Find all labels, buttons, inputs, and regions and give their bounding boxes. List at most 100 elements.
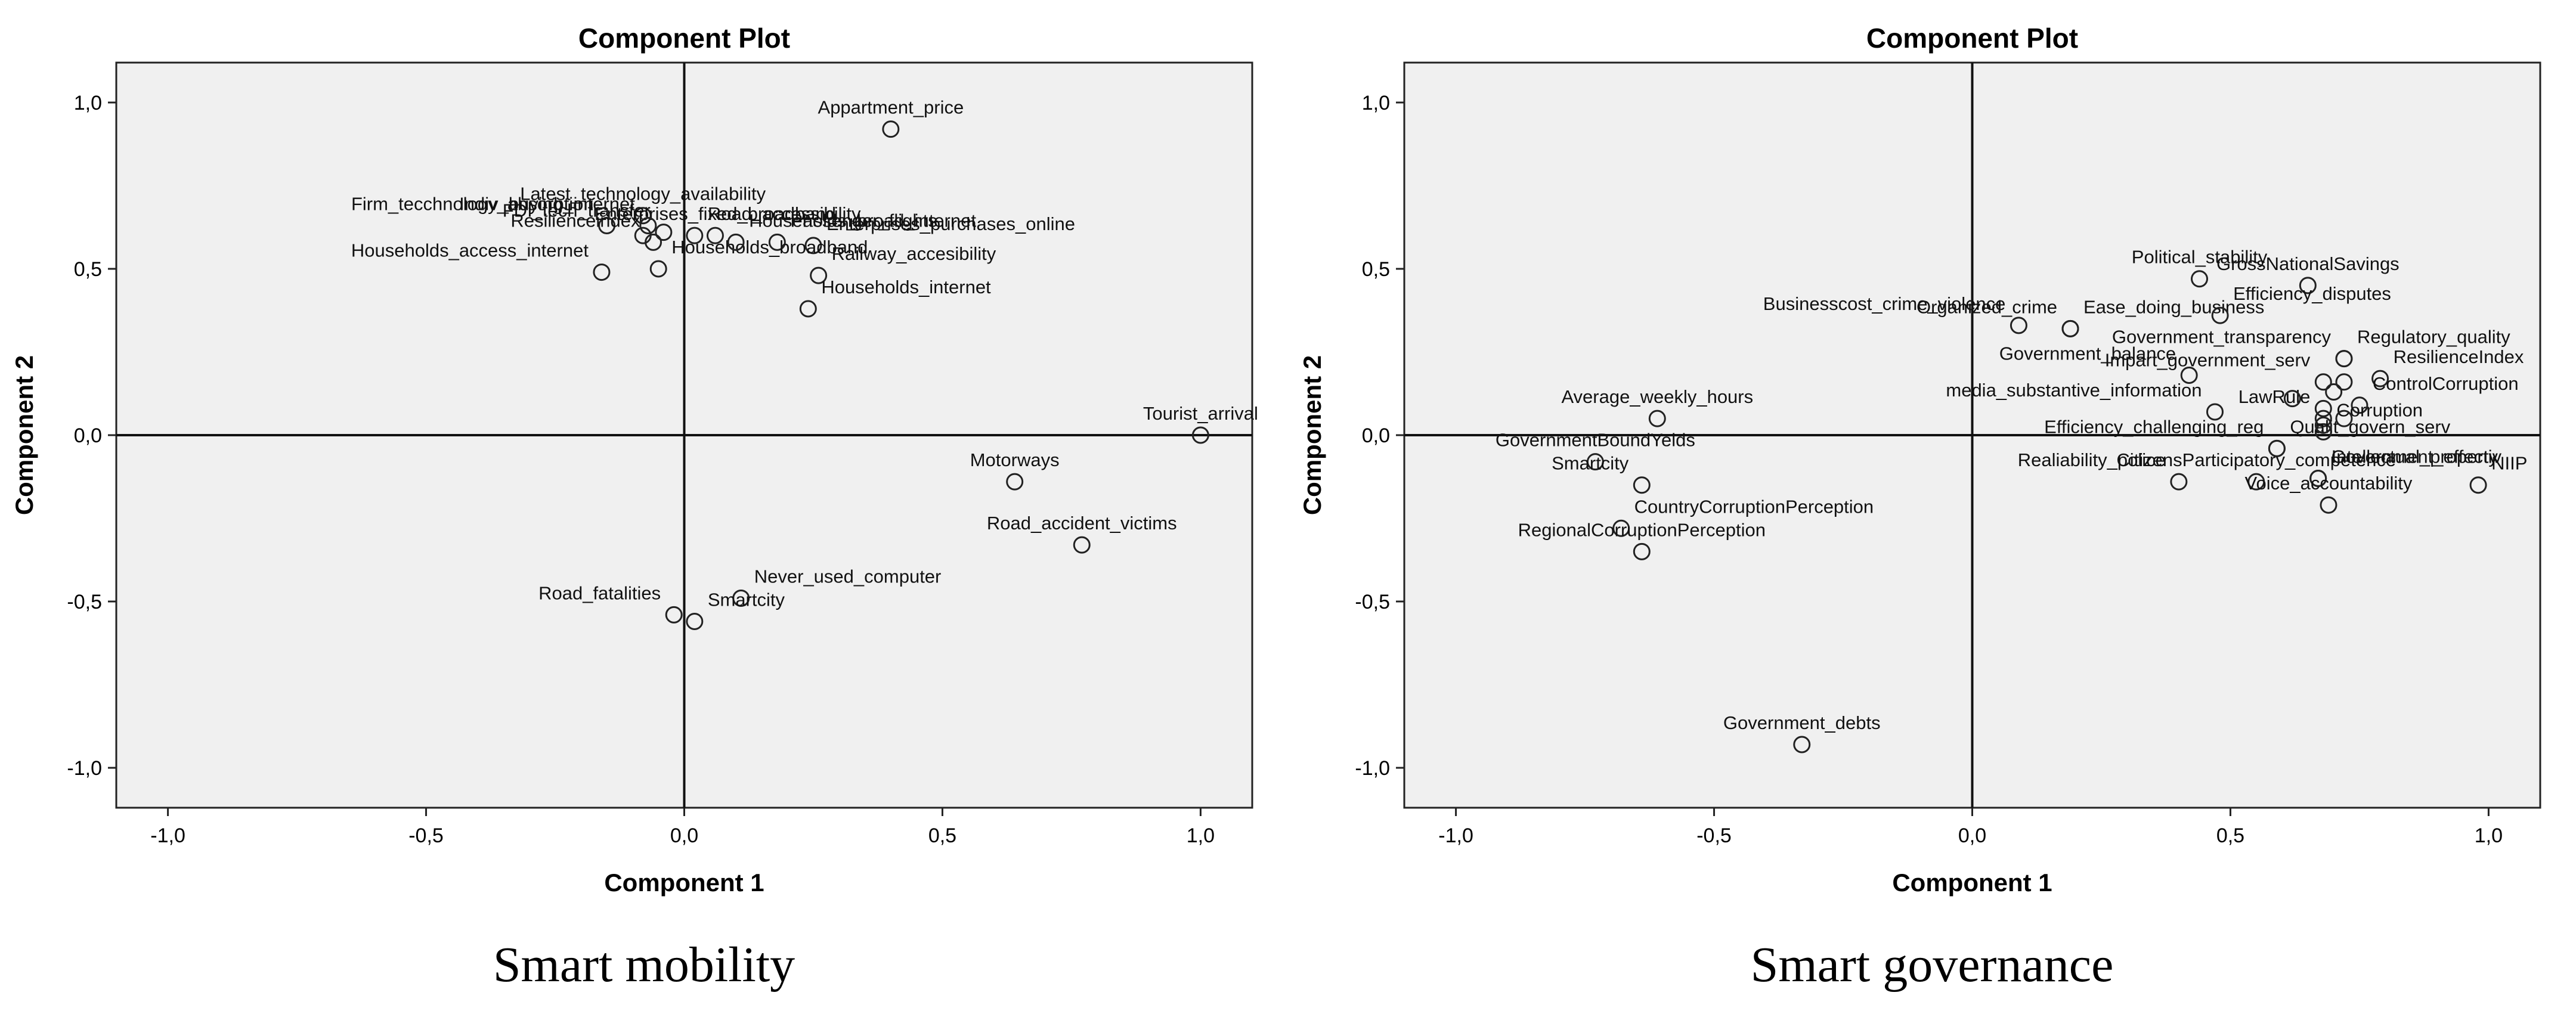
data-point	[2247, 473, 2265, 491]
y-tick-label: 0,5	[1362, 258, 1390, 281]
data-point	[598, 216, 616, 234]
point-label: Organized_crime	[1916, 296, 2057, 317]
data-point	[1006, 473, 1024, 491]
component-plot-right: Component Plot -1,0 -0,5 0,0 0,5 1,0 1,0 0,5 0,0…	[1298, 23, 2541, 897]
data-point	[2351, 396, 2368, 414]
data-point	[649, 260, 667, 278]
chart-panel-smart-mobility: Component Plot -1,0 -0,5 0,0 0,5 1,0 1,0 0,5 0,0…	[10, 23, 1258, 993]
point-label: Government_transparency	[2112, 327, 2332, 348]
point-label: Motorways	[970, 449, 1060, 470]
y-tick-label: 1,0	[74, 92, 102, 114]
data-point	[2170, 473, 2188, 491]
point-label: Tourist_arrival	[1143, 403, 1258, 424]
data-point	[634, 227, 652, 244]
point-label: Regulatory_quality	[2357, 327, 2510, 348]
data-point	[2283, 390, 2301, 408]
data-point	[2469, 476, 2487, 494]
y-axis-label: Component 2	[1298, 355, 1326, 515]
point-label: GrossNationalSavings	[2216, 253, 2399, 274]
x-tick-label: -0,5	[408, 824, 444, 847]
data-point	[768, 233, 786, 251]
point-label: Ease_doing_business	[2083, 296, 2264, 317]
data-point	[1612, 519, 1630, 537]
data-point	[686, 613, 704, 630]
chart-panel-smart-governance: Component Plot -1,0 -0,5 0,0 0,5 1,0 1,0 0,5 0,0…	[1288, 0, 2576, 1011]
data-point	[639, 216, 657, 234]
point-label: FDI_tech_transfer	[503, 200, 651, 221]
chart-title: Component Plot	[1866, 23, 2078, 54]
point-label: Businesscost_crime_violence	[1763, 293, 2006, 314]
point-label: Road_accident_victims	[987, 513, 1177, 534]
data-point	[706, 227, 724, 244]
y-tick-label: -1,0	[1355, 757, 1390, 780]
data-point	[2191, 270, 2208, 288]
data-point	[1633, 542, 1651, 560]
y-tick-label: 0,0	[1362, 424, 1390, 447]
data-point	[2314, 373, 2332, 391]
point-label: RegionalCorruptionPerception	[1518, 519, 1766, 540]
point-label: Smartcity	[708, 590, 785, 610]
data-point	[2061, 320, 2079, 337]
data-point	[882, 120, 900, 138]
point-label: Road_accessibility	[708, 203, 861, 224]
point-label: Appartment_price	[818, 97, 964, 118]
caption-smart-governance: Smart governance	[1750, 937, 2114, 993]
point-label: NIIP	[2491, 453, 2527, 474]
point-label: Households_access_internet	[351, 240, 589, 261]
data-point	[2206, 403, 2224, 421]
x-tick-label: -1,0	[150, 824, 185, 847]
point-label: Qualit_govern_serv	[2290, 416, 2450, 437]
component-plot-left: Component Plot -1,0 -0,5 0,0 0,5 1,0 1,0 0,5 0,0…	[10, 23, 1258, 897]
point-label: Government_balance	[1999, 343, 2176, 364]
chart-title: Component Plot	[578, 23, 790, 54]
y-axis-label: Component 2	[10, 355, 38, 515]
point-label: Households_broad_internet	[749, 210, 976, 231]
point-label: Firm_tecchnology_absorbtion	[351, 193, 594, 214]
point-label: Households_broadband	[671, 237, 868, 258]
point-label: Average_weekly_hours	[1561, 386, 1753, 407]
x-tick-label: 1,0	[1187, 824, 1215, 847]
data-point	[2314, 416, 2332, 434]
data-point	[727, 233, 745, 251]
point-label: Impart_government_serv	[2105, 350, 2311, 371]
x-tick-label: 1,0	[2475, 824, 2503, 847]
data-point	[2314, 423, 2332, 441]
data-point	[2211, 306, 2229, 324]
point-label: ControlCorruption	[2373, 373, 2519, 394]
data-point	[2335, 373, 2353, 391]
data-point	[1648, 410, 1666, 427]
point-label: CitizensParticipatory_competence	[2116, 449, 2396, 470]
point-label: Political_stability	[2132, 247, 2268, 268]
data-point	[2299, 277, 2317, 294]
data-point	[2371, 370, 2389, 387]
point-label: Smartcity	[1552, 453, 1629, 474]
y-tick-label: -0,5	[67, 591, 102, 613]
data-point	[2325, 383, 2343, 401]
point-label: Passenger_flights	[790, 210, 937, 231]
point-label: Road_fatalities	[538, 582, 661, 603]
data-point	[2180, 367, 2198, 384]
data-point	[1793, 736, 1811, 753]
point-label: Indiv_buying_internet	[459, 193, 635, 214]
y-tick-label: -0,5	[1355, 591, 1390, 613]
x-axis-label: Component 1	[1892, 869, 2052, 897]
data-point	[2314, 410, 2332, 427]
data-point	[1633, 476, 1651, 494]
x-tick-label: 0,0	[670, 824, 698, 847]
data-point	[2335, 410, 2353, 427]
y-tick-label: 0,0	[74, 424, 102, 447]
point-label: GovernmentBoundYelds	[1496, 430, 1695, 451]
y-tick-label: -1,0	[67, 757, 102, 780]
data-point	[2314, 399, 2332, 417]
point-label: Never_used_computer	[754, 566, 942, 587]
data-point	[2335, 350, 2353, 368]
point-label: Efficiency_challenging_reg	[2044, 416, 2264, 437]
point-label: ResilienceIndex	[2394, 346, 2524, 367]
data-point	[1191, 426, 1209, 444]
data-point	[665, 606, 683, 624]
x-tick-label: 0,5	[928, 824, 956, 847]
data-point	[686, 227, 704, 244]
point-label: Latest_technology_availability	[520, 184, 766, 204]
point-label: Railway_accesibility	[832, 243, 996, 264]
data-point	[2010, 317, 2027, 334]
